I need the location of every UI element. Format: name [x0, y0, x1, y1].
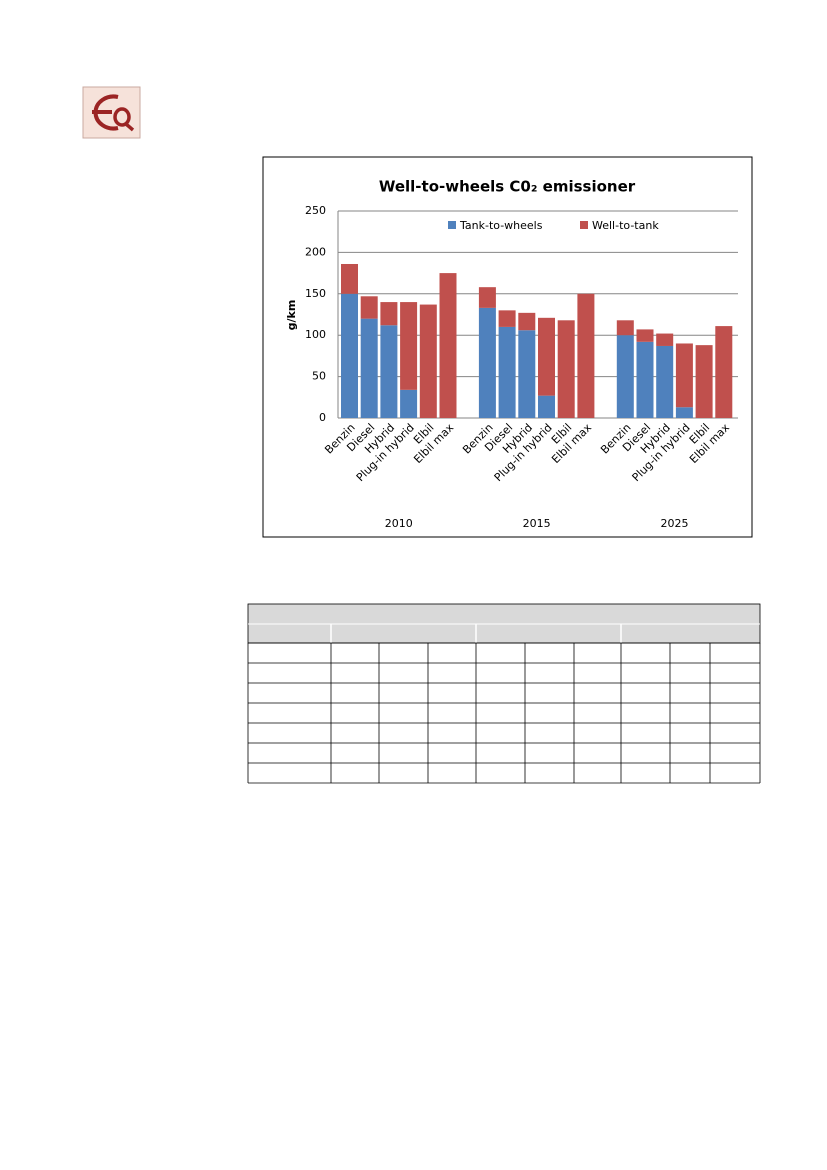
bar-segment [400, 302, 418, 390]
y-tick-label: 50 [312, 370, 326, 383]
bar-segment [360, 296, 378, 319]
bar-segment [498, 310, 516, 327]
legend-label: Well-to-tank [592, 219, 659, 232]
y-tick-label: 200 [305, 245, 326, 258]
bar-segment [538, 395, 555, 418]
bar-segment [616, 335, 634, 418]
bar-segment [636, 341, 654, 418]
bar-segment [380, 302, 398, 326]
y-tick-label: 100 [305, 328, 326, 341]
bar-segment [380, 325, 398, 418]
bar-segment [419, 304, 437, 418]
bar-segment [656, 345, 674, 418]
bar-segment [341, 263, 358, 294]
chart-title: Well-to-wheels C0₂ emissioner [379, 178, 636, 196]
legend-swatch [448, 221, 456, 229]
bar-segment [715, 326, 733, 418]
bar-segment [557, 320, 575, 418]
bar-segment [538, 317, 555, 396]
bar-segment [498, 326, 516, 418]
group-label: 2025 [661, 517, 689, 530]
bar-segment [518, 312, 536, 331]
bar-segment [478, 287, 496, 308]
bar-segment [636, 329, 654, 342]
legend-label: Tank-to-wheels [459, 219, 543, 232]
bar-segment [439, 273, 457, 418]
logo [82, 86, 141, 139]
bar-segment [577, 293, 595, 418]
bar-segment [478, 307, 496, 418]
y-tick-label: 150 [305, 287, 326, 300]
y-tick-label: 0 [319, 411, 326, 424]
y-tick-label: 250 [305, 204, 326, 217]
logo-q-tail [124, 122, 135, 132]
group-label: 2010 [385, 517, 413, 530]
bar-segment [616, 320, 634, 336]
y-axis-label: g/km [285, 300, 298, 331]
legend-swatch [580, 221, 588, 229]
bar-segment [675, 343, 693, 408]
table [247, 603, 761, 784]
bar-segment [675, 407, 693, 418]
bar-segment [695, 345, 713, 418]
bar-segment [518, 330, 536, 418]
bar-segment [400, 389, 418, 418]
bar-segment [656, 333, 674, 346]
logo-q [113, 107, 131, 127]
bar-segment [341, 293, 358, 418]
group-label: 2015 [523, 517, 551, 530]
bar-segment [360, 318, 378, 418]
